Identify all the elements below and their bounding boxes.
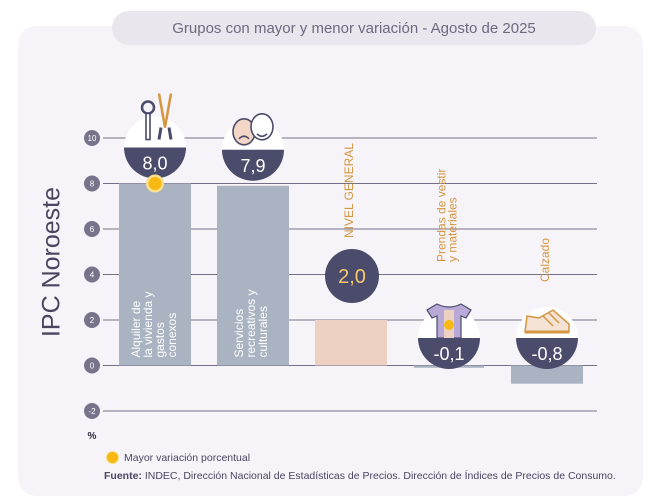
category-label: Servicios — [232, 309, 246, 358]
tshirt-icon — [426, 303, 472, 339]
keys-and-pliers-icon — [140, 93, 173, 141]
y-tick-label: 8 — [90, 180, 95, 189]
category-label: Calzado — [538, 238, 552, 282]
category-label: la vivienda y — [141, 291, 155, 357]
value-label: -0,8 — [531, 344, 562, 364]
category-label: NIVEL GENERAL — [342, 143, 356, 238]
y-tick-marker — [84, 175, 100, 192]
value-label: 2,0 — [338, 266, 366, 288]
value-bubble — [222, 149, 284, 181]
bar — [315, 320, 387, 366]
y-tick-marker — [84, 221, 100, 237]
highlight-marker — [148, 177, 162, 190]
value-label: -0,1 — [433, 344, 464, 364]
legend: Mayor variación porcentual — [106, 451, 250, 464]
y-tick-marker — [84, 312, 100, 328]
bar — [119, 183, 191, 366]
category-label: y materiales — [446, 197, 460, 262]
category-label: culturales — [256, 306, 270, 357]
category-label: gastos — [153, 322, 167, 357]
theater-masks-icon — [232, 112, 274, 146]
legend-label: Mayor variación porcentual — [124, 451, 251, 464]
y-tick-marker — [84, 403, 100, 419]
icon-badge — [124, 116, 186, 148]
legend-marker — [106, 451, 119, 464]
source-note: Fuente: INDEC, Dirección Nacional de Est… — [104, 470, 616, 482]
y-tick-label: 2 — [90, 316, 95, 325]
sneaker-icon — [524, 309, 570, 334]
y-tick-label: 4 — [90, 271, 95, 280]
y-tick-marker — [84, 357, 100, 374]
value-bubble — [516, 338, 578, 369]
category-label: conexos — [165, 313, 179, 358]
y-tick-label: -2 — [88, 407, 96, 416]
bar — [511, 365, 583, 384]
value-label: 7,9 — [240, 156, 265, 176]
y-tick-label: 6 — [90, 225, 95, 234]
y-axis-unit: % — [88, 431, 97, 442]
value-bubble — [124, 147, 186, 179]
value-bubble — [418, 338, 480, 369]
value-label: 8,0 — [142, 154, 167, 174]
bar — [217, 185, 289, 366]
category-label: Alquiler de — [129, 300, 143, 357]
chart-title: Grupos con mayor y menor variación - Ago… — [112, 11, 596, 45]
y-tick-label: 0 — [90, 362, 95, 371]
y-tick-marker — [84, 266, 100, 283]
value-bubble — [325, 249, 379, 303]
source-text: INDEC, Dirección Nacional de Estadística… — [144, 470, 616, 482]
category-label: recreativos y — [244, 289, 258, 357]
category-label: Prendas de vestir — [435, 169, 449, 262]
y-tick-label: 10 — [88, 134, 97, 143]
y-tick-marker — [84, 130, 100, 146]
source-label: Fuente: — [104, 470, 142, 482]
